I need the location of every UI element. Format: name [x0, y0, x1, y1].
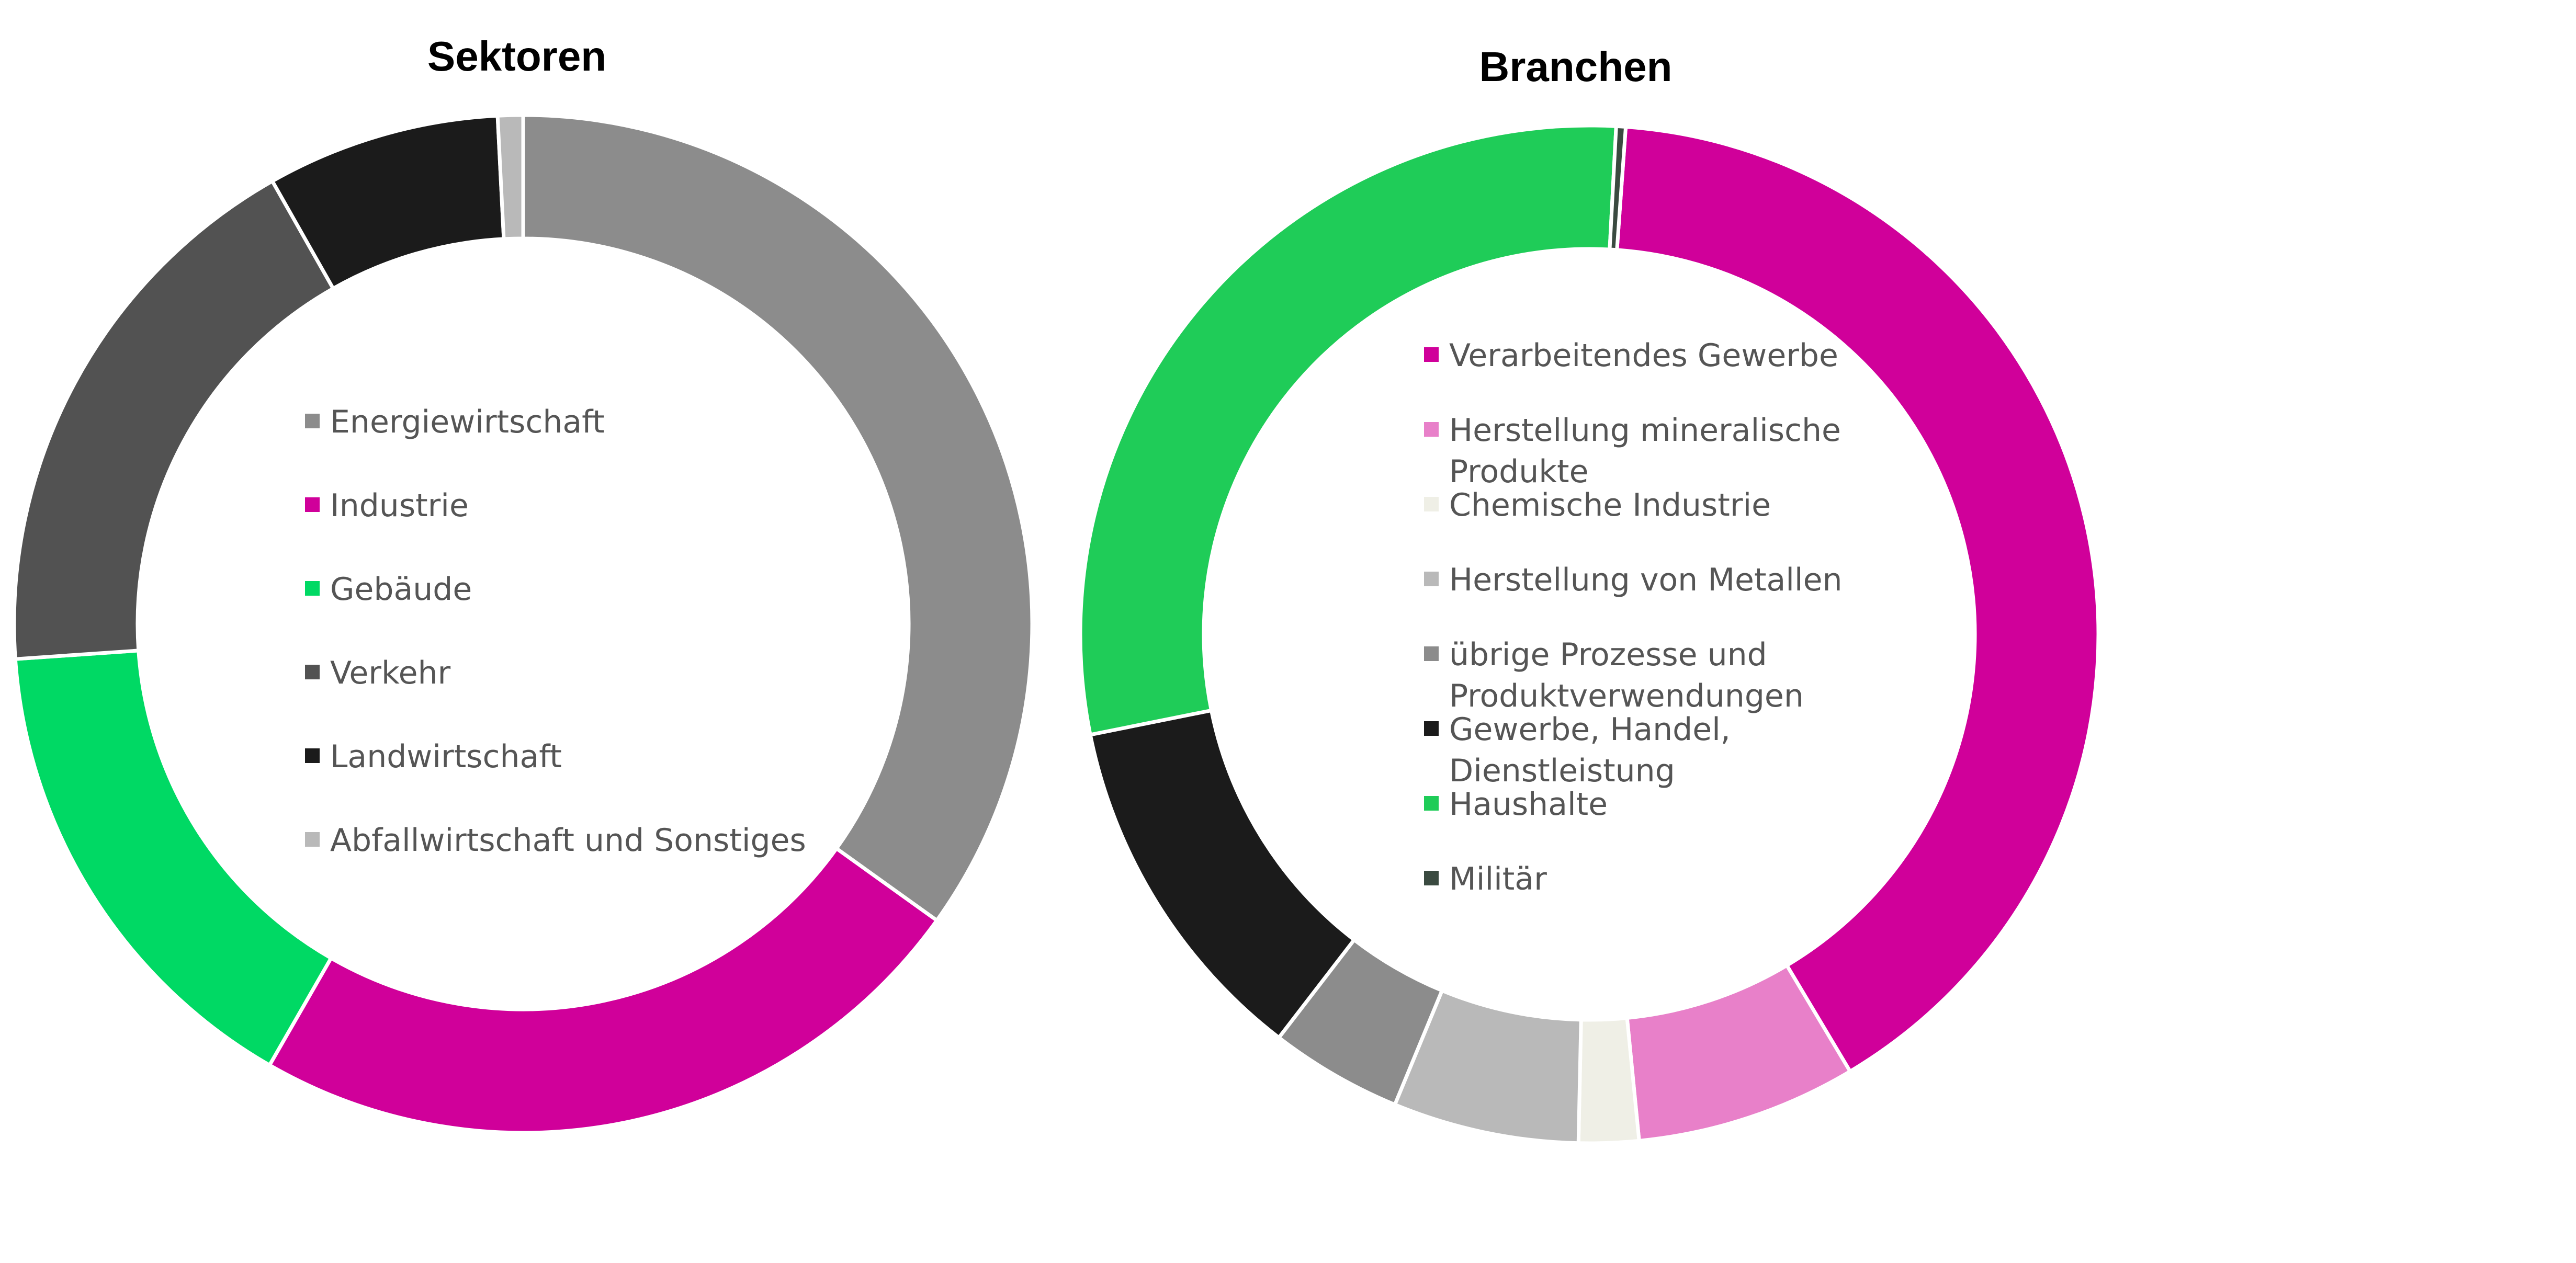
legend-item-verkehr: Verkehr: [305, 655, 451, 691]
legend-label: übrige Prozesse und Produktverwendungen: [1449, 636, 1804, 714]
slice-militaer: [1608, 124, 1628, 252]
legend-swatch: [1424, 646, 1439, 661]
legend-swatch: [305, 832, 320, 847]
legend-label: Landwirtschaft: [330, 738, 562, 775]
slice-gewerbe-handel-dienstleistung: [1088, 708, 1357, 1040]
slice-chemische-industrie: [1576, 1016, 1642, 1145]
branchen-chart-title: Branchen: [1479, 43, 1673, 90]
legend-swatch: [1424, 497, 1439, 511]
legend-label: Industrie: [330, 487, 469, 524]
legend-swatch: [1424, 796, 1439, 811]
branchen-legend: Verarbeitendes Gewerbe Herstellung minera…: [1424, 337, 1843, 897]
slice-verkehr: [12, 178, 336, 661]
legend-item-militaer: Militär: [1424, 861, 1547, 897]
legend-item-uebrige-prozesse-und-produktverwendungen: übrige Prozesse und Produktverwendungen: [1424, 636, 1804, 714]
slice-haushalte: [1078, 123, 1619, 737]
legend-item-chemische-industrie: Chemische Industrie: [1424, 487, 1771, 524]
legend-item-abfallwirtschaft-und-sonstiges: Abfallwirtschaft und Sonstiges: [305, 822, 806, 859]
branchen-donut: [1078, 123, 2100, 1145]
legend-label: Verarbeitendes Gewerbe: [1449, 337, 1838, 374]
legend-label: Abfallwirtschaft und Sonstiges: [330, 822, 806, 859]
legend-label: Haushalte: [1449, 786, 1608, 823]
legend-label: Energiewirtschaft: [330, 404, 605, 440]
legend-label: Gebäude: [330, 571, 472, 608]
legend-item-verarbeitendes-gewerbe: Verarbeitendes Gewerbe: [1424, 337, 1838, 374]
sektoren-legend: Energiewirtschaft Industrie Gebäude Verkehr…: [305, 404, 806, 859]
legend-label: Militär: [1449, 861, 1547, 897]
legend-item-landwirtschaft: Landwirtschaft: [305, 738, 562, 775]
legend-item-industrie: Industrie: [305, 487, 469, 524]
legend-swatch: [305, 581, 320, 596]
legend-swatch: [1424, 572, 1439, 586]
legend-swatch: [305, 748, 320, 763]
legend-label: Herstellung von Metallen: [1449, 562, 1843, 598]
legend-swatch: [305, 414, 320, 428]
legend-item-haushalte: Haushalte: [1424, 786, 1608, 823]
slice-verarbeitendes-gewerbe: [1614, 124, 2100, 1074]
legend-swatch: [1424, 721, 1439, 736]
legend-item-energiewirtschaft: Energiewirtschaft: [305, 404, 605, 440]
legend-label: Chemische Industrie: [1449, 487, 1771, 524]
slice-industrie: [267, 846, 940, 1135]
legend-swatch: [1424, 871, 1439, 885]
sektoren-chart-title: Sektoren: [427, 33, 606, 79]
legend-label: Gewerbe, Handel, Dienstleistung: [1449, 711, 1731, 789]
slice-gebaeude: [13, 648, 334, 1068]
legend-label: Herstellung mineralische Produkte: [1449, 412, 1841, 490]
legend-label: Verkehr: [330, 655, 451, 691]
legend-swatch: [305, 497, 320, 512]
legend-swatch: [305, 665, 320, 679]
legend-item-herstellung-mineralische-produkte: Herstellung mineralische Produkte: [1424, 412, 1841, 490]
sektoren-donut: [12, 113, 1034, 1135]
slice-abfallwirtschaft-und-sonstiges: [495, 113, 525, 241]
legend-item-herstellung-von-metallen: Herstellung von Metallen: [1424, 562, 1843, 598]
legend-item-gebaeude: Gebäude: [305, 571, 472, 608]
legend-item-gewerbe-handel-dienstleistung: Gewerbe, Handel, Dienstleistung: [1424, 711, 1731, 789]
slice-energiewirtschaft: [521, 113, 1034, 923]
legend-swatch: [1424, 347, 1439, 362]
legend-swatch: [1424, 422, 1439, 437]
